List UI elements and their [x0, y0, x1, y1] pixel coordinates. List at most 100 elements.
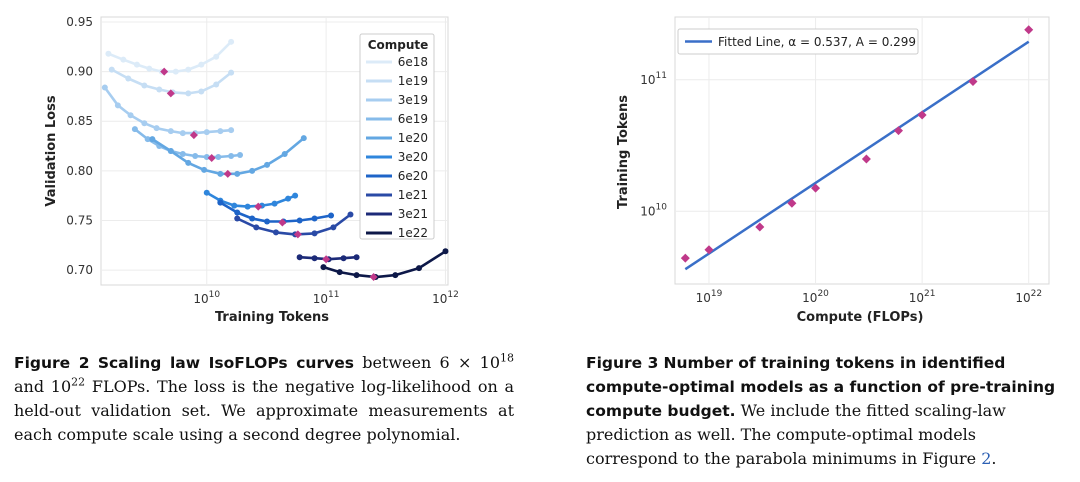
- y-tick-label: 0.95: [66, 15, 93, 29]
- optimum-marker-3e21: [322, 255, 331, 264]
- series-layer: [101, 38, 449, 282]
- x-tick-labels: 1019 1020 1021 1022: [696, 289, 1042, 305]
- optimum-marker-6e19: [207, 153, 216, 162]
- optimum-marker-3e20: [254, 202, 263, 211]
- series-curve-6e19: [133, 127, 242, 159]
- legend-label-1e21: 1e21: [398, 188, 428, 202]
- data-point-6e20: [296, 217, 303, 224]
- figure-3-caption: Figure 3 Number of training tokens in id…: [586, 351, 1064, 471]
- data-point-3e20: [285, 195, 292, 202]
- data-point-3e19: [153, 125, 160, 132]
- compute-optimal-point: [1024, 25, 1034, 35]
- y-axis-label: Training Tokens: [616, 95, 631, 209]
- data-point-6e18: [198, 61, 205, 68]
- data-point-6e18: [120, 56, 127, 63]
- optimum-marker-6e18: [160, 67, 169, 76]
- figure-3-title: Number of training tokens in identified …: [586, 354, 1056, 420]
- x-tick-label: 1011: [313, 290, 340, 306]
- x-tick-label: 1010: [193, 290, 220, 306]
- figure-2-caption: Figure 2 Scaling law IsoFLOPs curves bet…: [14, 351, 514, 447]
- legend-label-3e21: 3e21: [398, 207, 428, 221]
- data-point-3e19: [217, 128, 224, 135]
- data-point-3e21: [296, 254, 303, 261]
- x-tick-label: 1012: [432, 290, 459, 306]
- caption-text: FLOPs. The loss is the negative log-like…: [14, 377, 515, 444]
- data-point-3e20: [292, 192, 299, 199]
- legend-label-3e19: 3e19: [398, 93, 428, 107]
- data-point-1e20: [217, 170, 224, 177]
- data-point-3e20: [271, 200, 278, 207]
- figure-2-label: Figure 2: [14, 354, 90, 372]
- optimum-marker-3e19: [189, 131, 198, 140]
- x-tick-label: 1022: [1015, 289, 1042, 305]
- data-point-3e21: [340, 255, 347, 262]
- caption-text: We include the fitted scaling-law predic…: [586, 401, 1006, 468]
- compute-optimal-point: [755, 222, 765, 232]
- compute-optimal-point: [917, 110, 927, 120]
- data-point-3e20: [244, 203, 251, 210]
- y-tick-label: 0.75: [66, 213, 93, 227]
- x-tick-label: 1019: [696, 289, 723, 305]
- figure-2-title: Scaling law IsoFLOPs curves: [97, 354, 354, 372]
- data-point-3e19: [167, 128, 174, 135]
- data-point-6e18: [213, 53, 220, 60]
- legend-label-6e19: 6e19: [398, 112, 428, 126]
- data-point-6e20: [249, 215, 256, 222]
- data-point-3e19: [203, 129, 210, 136]
- data-point-6e19: [192, 152, 199, 159]
- legend-label-6e20: 6e20: [398, 169, 428, 183]
- data-point-1e20: [149, 136, 156, 143]
- data-point-6e20: [217, 199, 224, 206]
- data-point-6e20: [264, 218, 271, 225]
- figure-2-chart: 0.70 0.75 0.80 0.85 0.90 0.95 1010 1011 1012 Tr…: [44, 15, 459, 325]
- data-point-1e19: [213, 81, 220, 88]
- x-axis-label: Compute (FLOPs): [797, 310, 924, 325]
- data-point-1e20: [249, 167, 256, 174]
- x-tick-label: 1021: [909, 289, 936, 305]
- data-point-1e19: [198, 88, 205, 95]
- data-point-6e18: [146, 65, 153, 72]
- y-tick-label: 0.85: [66, 114, 93, 128]
- optimum-marker-1e19: [166, 89, 175, 98]
- legend-label-1e22: 1e22: [398, 226, 428, 240]
- data-point-6e20: [328, 212, 335, 219]
- data-point-3e20: [203, 189, 210, 196]
- data-point-1e19: [185, 90, 192, 97]
- series-layer: [680, 25, 1034, 271]
- data-point-6e19: [179, 150, 186, 157]
- data-point-1e21: [253, 224, 260, 231]
- y-tick-label: 0.70: [66, 263, 93, 277]
- data-point-1e22: [392, 272, 399, 279]
- x-tick-label: 1020: [802, 289, 829, 305]
- figure-3-chart: 1010 1011 1019 1020 1021 1022 Compute (FLOPs…: [616, 16, 1050, 325]
- data-point-3e19: [127, 112, 134, 119]
- data-point-6e18: [133, 61, 140, 68]
- caption-text: and 10: [14, 377, 72, 396]
- y-axis-label: Validation Loss: [44, 95, 59, 206]
- data-point-1e21: [347, 211, 354, 218]
- data-point-1e20: [281, 150, 288, 157]
- x-tick-labels: 1010 1011 1012: [193, 290, 458, 306]
- data-point-6e19: [131, 126, 138, 133]
- data-point-1e19: [156, 86, 163, 93]
- legend-label: Fitted Line, α = 0.537, A = 0.299: [718, 35, 916, 49]
- data-point-1e21: [234, 215, 241, 222]
- compute-optimal-point: [787, 198, 797, 208]
- legend-label-3e20: 3e20: [398, 150, 428, 164]
- y-tick-labels: 1010 1011: [640, 71, 667, 219]
- figure-2-reference-link[interactable]: 2: [981, 449, 992, 468]
- y-tick-label: 0.90: [66, 65, 93, 79]
- x-axis-label: Training Tokens: [215, 310, 329, 325]
- data-point-1e20: [185, 159, 192, 166]
- compute-optimal-point: [811, 183, 821, 193]
- data-point-1e20: [234, 170, 241, 177]
- data-point-6e19: [237, 151, 244, 158]
- optimum-marker-1e21: [293, 230, 302, 239]
- data-point-1e22: [442, 248, 449, 255]
- legend-label-1e19: 1e19: [398, 74, 428, 88]
- data-point-3e19: [101, 84, 108, 91]
- data-point-1e22: [353, 272, 360, 279]
- data-point-1e22: [320, 264, 327, 271]
- data-point-1e21: [330, 224, 337, 231]
- data-point-1e19: [141, 82, 148, 89]
